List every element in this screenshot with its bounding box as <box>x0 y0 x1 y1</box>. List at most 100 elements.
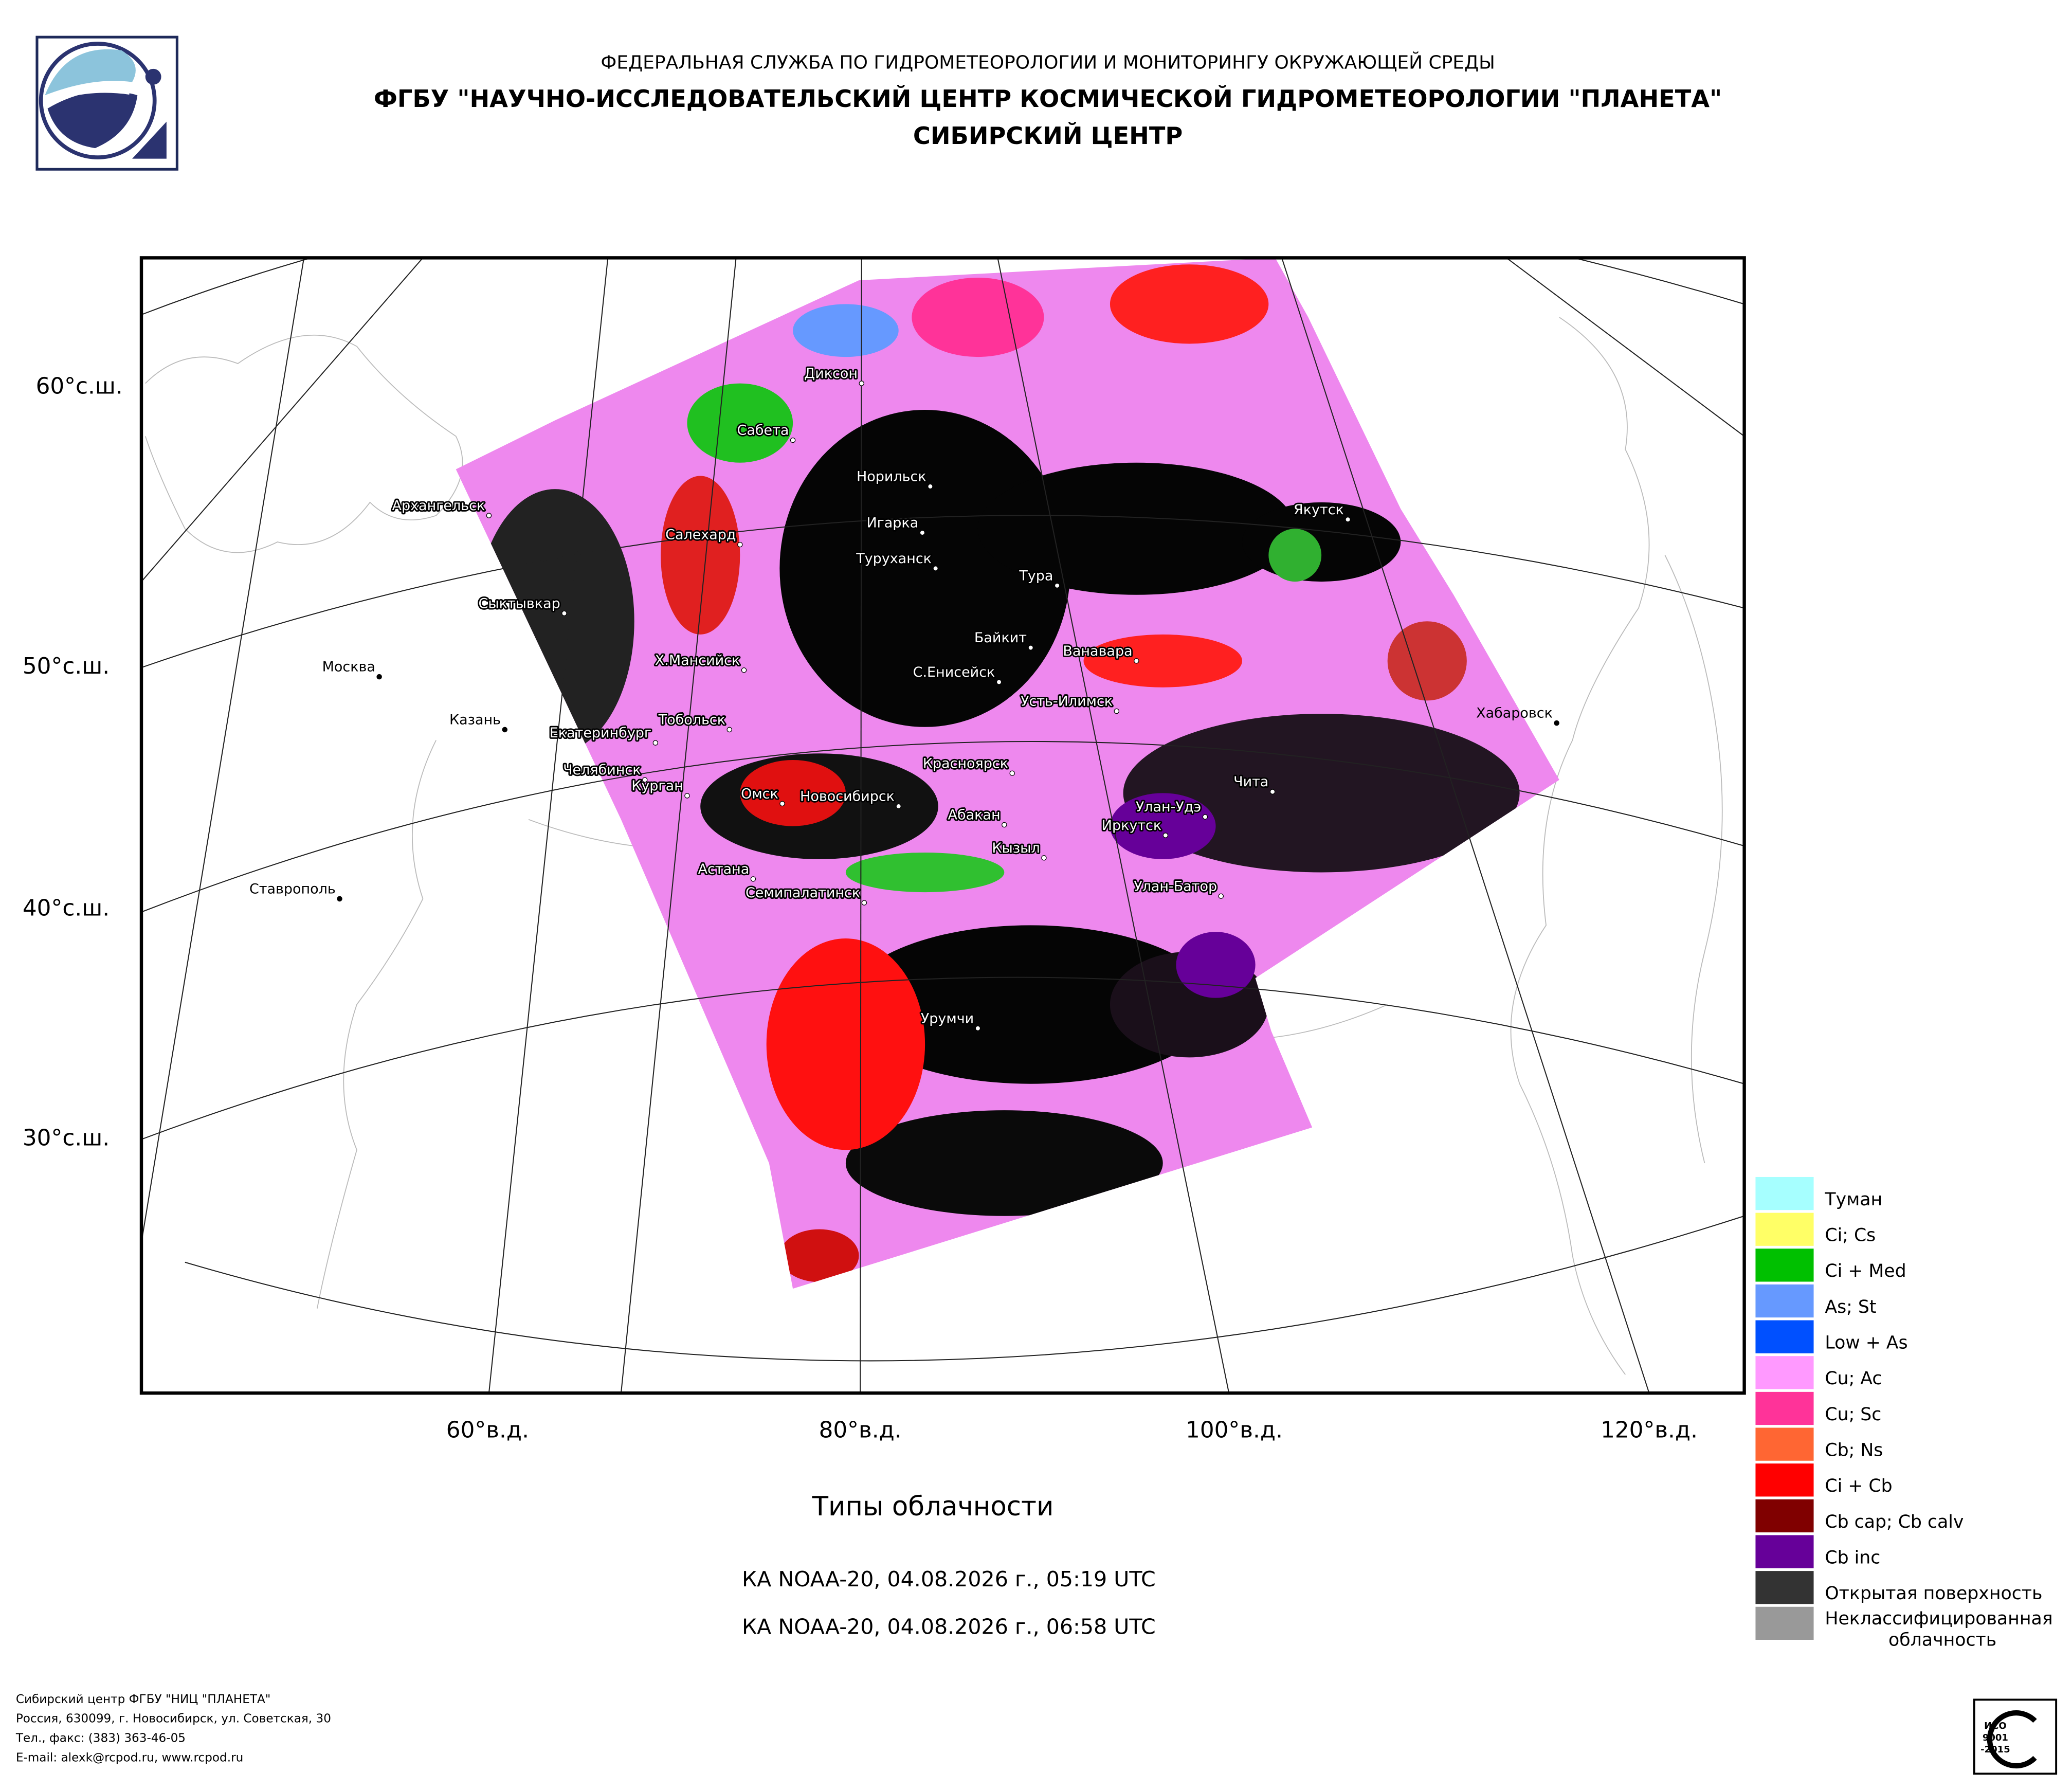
legend-label: Cb cap; Cb calv <box>1825 1512 1964 1532</box>
city-label: Норильск <box>857 469 926 485</box>
city-label: Семипалатинск <box>746 885 860 901</box>
graticule <box>141 258 1744 1394</box>
iso-label: ИСО <box>1984 1721 2007 1731</box>
city-label: Тобольск <box>658 712 725 728</box>
city-marker <box>919 530 925 536</box>
legend-label: Туман <box>1824 1189 1882 1210</box>
city-label: Х.Мансийск <box>655 653 740 668</box>
legend-label: Cu; Ac <box>1825 1368 1882 1389</box>
map: Диксон Сабета Норильск Архангельск Игарка Сал… <box>141 258 1744 1394</box>
city-marker <box>1114 708 1120 714</box>
lon-label: 80°в.д. <box>819 1417 902 1443</box>
legend-label: Открытая поверхность <box>1825 1583 2042 1604</box>
legend-swatch <box>1754 1498 1815 1534</box>
footer-line: Сибирский центр ФГБУ "НИЦ "ПЛАНЕТА" <box>16 1693 271 1706</box>
city-marker <box>684 793 690 799</box>
legend-swatch <box>1754 1283 1815 1319</box>
lat-label: 60°с.ш. <box>36 373 123 399</box>
city-marker <box>1054 583 1060 589</box>
city-marker <box>928 483 933 490</box>
city-label: Ванавара <box>1063 643 1132 659</box>
city-label: Абакан <box>948 807 1001 823</box>
legend-label: As; St <box>1825 1297 1876 1317</box>
city-marker <box>861 900 867 906</box>
legend-swatch <box>1754 1533 1815 1570</box>
city-label: Красноярск <box>923 755 1008 771</box>
iso-number: 9001 <box>1983 1732 2008 1743</box>
legend-swatch <box>1754 1462 1815 1498</box>
city-label: Сабета <box>737 423 789 439</box>
legend-swatch <box>1754 1318 1815 1355</box>
city-marker <box>1009 770 1015 776</box>
lon-label: 100°в.д. <box>1186 1417 1283 1443</box>
city-label: Хабаровск <box>1476 705 1553 721</box>
city-label: Улан-Удэ <box>1136 799 1201 815</box>
header-agency: ФЕДЕРАЛЬНАЯ СЛУЖБА ПО ГИДРОМЕТЕОРОЛОГИИ … <box>601 52 1495 74</box>
city-marker <box>502 727 508 733</box>
city-label: Новосибирск <box>800 789 895 805</box>
city-label: Екатеринбург <box>550 725 651 741</box>
legend-swatch <box>1754 1354 1815 1391</box>
city-marker <box>376 674 382 680</box>
city-label: Иркутск <box>1102 818 1161 834</box>
city-marker <box>975 1025 981 1032</box>
pass-line: КА NOAA-20, 04.08.2026 г., 06:58 UTC <box>742 1615 1156 1639</box>
pass-line: КА NOAA-20, 04.08.2026 г., 05:19 UTC <box>742 1567 1156 1591</box>
legend-swatch <box>1754 1426 1815 1462</box>
legend-label: Cu; Sc <box>1825 1404 1881 1425</box>
city-marker <box>1162 833 1169 838</box>
legend-swatch <box>1754 1211 1815 1247</box>
city-marker <box>1269 789 1276 795</box>
footer-line: E-mail: alexk@rcpod.ru, www.rcpod.ru <box>16 1751 243 1764</box>
city-label: Улан-Батор <box>1134 878 1217 894</box>
legend-label: Ci; Cs <box>1825 1225 1876 1246</box>
city-label: Москва <box>322 659 375 675</box>
city-label: Сыктывкар <box>478 595 560 611</box>
city-label: Якутск <box>1294 502 1344 518</box>
city-marker <box>933 566 938 571</box>
city-label: Чита <box>1233 774 1268 790</box>
city-marker <box>1041 855 1047 861</box>
iso-badge: ИСО 9001 -2015 <box>1973 1698 2058 1775</box>
passes: КА NOAA-20, 04.08.2026 г., 05:19 UTC КА N… <box>742 1567 1156 1639</box>
footer-line: Тел., факс: (383) 363-46-05 <box>15 1732 186 1745</box>
city-label: Игарка <box>866 515 918 531</box>
city-marker <box>1218 893 1224 899</box>
legend-label-line: облачность <box>1888 1630 1996 1650</box>
city-marker <box>1028 645 1033 650</box>
city-marker <box>337 896 342 902</box>
city-marker <box>642 777 648 783</box>
city-label: Салехард <box>665 527 736 543</box>
footer: Сибирский центр ФГБУ "НИЦ "ПЛАНЕТА" Росси… <box>15 1693 331 1764</box>
city-marker <box>737 541 743 548</box>
city-marker <box>1002 822 1007 828</box>
city-marker <box>896 803 901 809</box>
map-title: Типы облачности <box>812 1491 1054 1522</box>
map-frame <box>139 256 1746 1395</box>
city-marker <box>1345 517 1351 522</box>
city-label: Курган <box>631 778 683 794</box>
city-label: Ставрополь <box>249 881 336 897</box>
city-marker <box>652 740 659 746</box>
lat-label: 50°с.ш. <box>23 653 110 679</box>
city-label: Челябинск <box>563 762 641 778</box>
legend-swatch <box>1754 1569 1815 1605</box>
legend-label: Ci + Cb <box>1825 1476 1892 1496</box>
logo <box>35 35 178 171</box>
city-label: Диксон <box>804 366 858 382</box>
city-label: Усть-Илимск <box>1021 693 1113 709</box>
city-marker <box>1554 720 1559 726</box>
header-institute: ФГБУ "НАУЧНО-ИССЛЕДОВАТЕЛЬСКИЙ ЦЕНТР КОС… <box>374 85 1722 113</box>
lon-label: 120°в.д. <box>1601 1417 1698 1443</box>
legend-label: Неклассифицированная облачность <box>1825 1608 2052 1650</box>
city-marker <box>726 727 732 733</box>
city-marker <box>859 381 865 386</box>
city-marker <box>741 667 747 673</box>
city-marker <box>790 437 796 443</box>
city-label: Урумчи <box>921 1010 974 1026</box>
legend-label-line: Неклассифицированная <box>1825 1608 2052 1629</box>
city-marker <box>486 513 492 518</box>
city-label: Байкит <box>974 630 1027 646</box>
iso-year: -2015 <box>1980 1744 2010 1755</box>
